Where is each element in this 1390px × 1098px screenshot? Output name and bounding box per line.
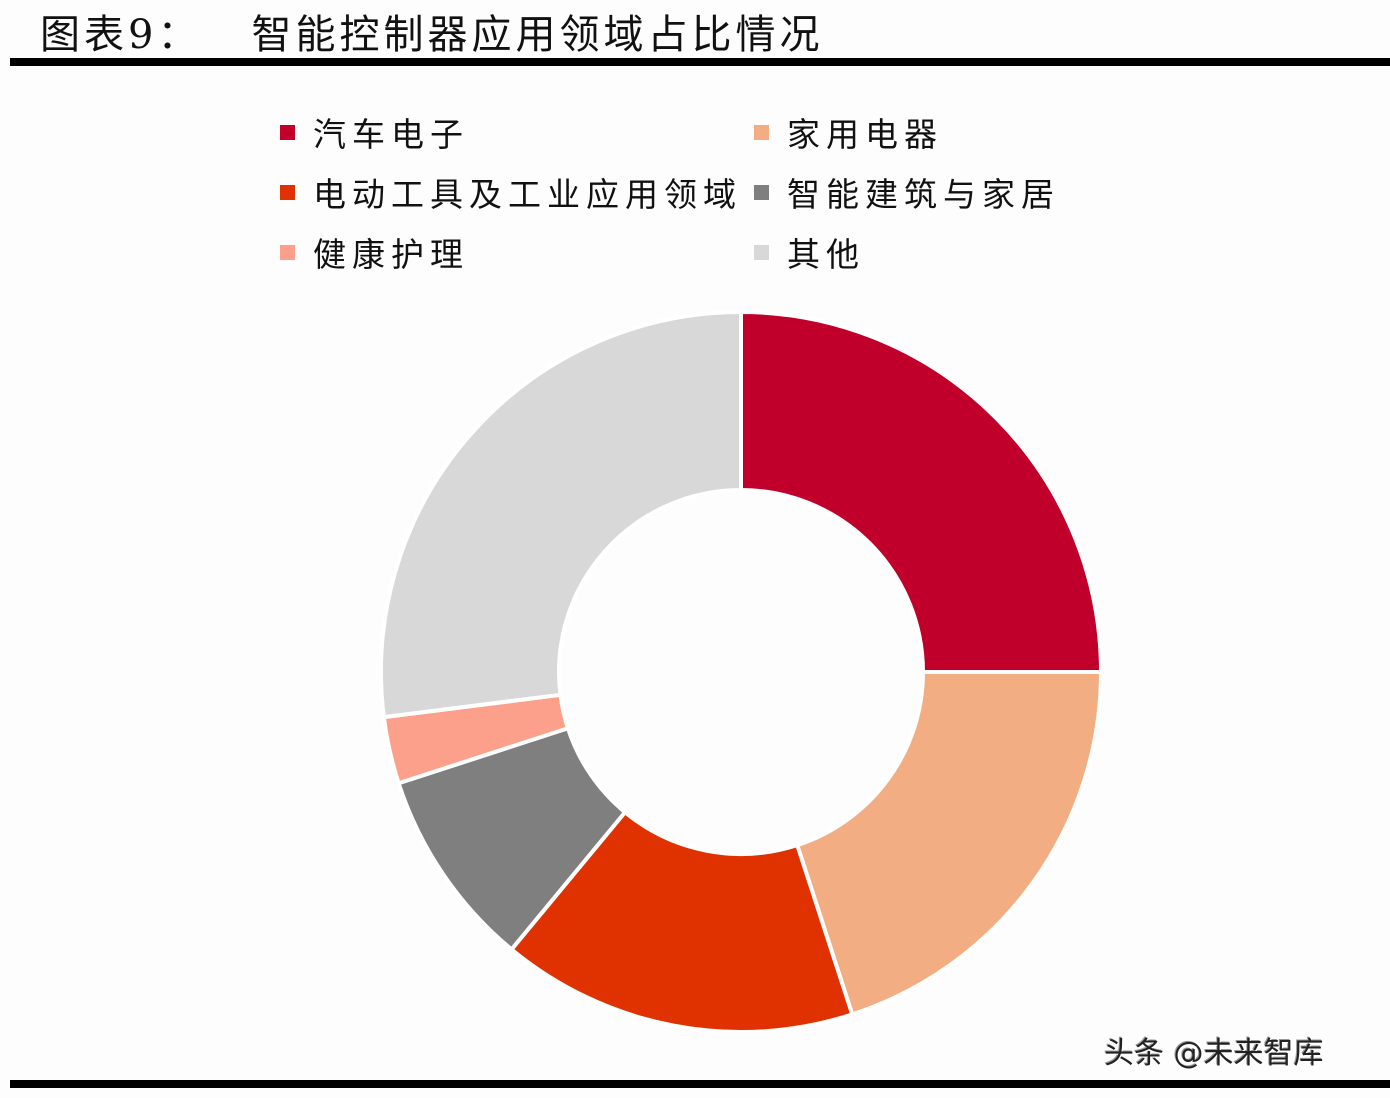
legend-swatch xyxy=(754,244,769,260)
legend-label: 电动工具及工业应用领域 xyxy=(313,175,742,214)
legend-swatch xyxy=(754,184,769,200)
legend-item-health-care: 健康护理 xyxy=(280,228,469,276)
legend-item-home-appliances: 家用电器 xyxy=(754,108,943,156)
legend-label: 汽车电子 xyxy=(313,115,469,154)
donut-slice xyxy=(379,309,743,720)
legend-swatch xyxy=(754,124,769,140)
legend-label: 家用电器 xyxy=(787,115,943,154)
legend-label: 其他 xyxy=(787,235,865,274)
legend-label: 健康护理 xyxy=(313,235,469,274)
donut-slice xyxy=(508,809,855,1034)
top-rule xyxy=(10,58,1390,66)
legend-swatch xyxy=(280,244,295,260)
legend-swatch xyxy=(280,184,295,200)
bottom-rule xyxy=(10,1080,1390,1088)
legend-item-other: 其他 xyxy=(754,228,865,276)
figure-title: 图表9： 智能控制器应用领域占比情况 xyxy=(40,2,823,60)
donut-slice xyxy=(739,309,1104,674)
donut-slices xyxy=(379,309,1104,1034)
watermark: 头条 @未来智库 xyxy=(1104,1036,1324,1071)
legend-item-smart-building-home: 智能建筑与家居 xyxy=(754,168,1060,216)
legend-item-auto-electronics: 汽车电子 xyxy=(280,108,469,156)
legend-item-power-tools-industrial: 电动工具及工业应用领域 xyxy=(280,168,742,216)
chart-title: 智能控制器应用领域占比情况 xyxy=(251,12,824,58)
donut-slice xyxy=(794,670,1104,1017)
legend-label: 智能建筑与家居 xyxy=(787,175,1060,214)
legend-swatch xyxy=(280,124,295,140)
figure-label: 图表9： xyxy=(40,12,202,58)
